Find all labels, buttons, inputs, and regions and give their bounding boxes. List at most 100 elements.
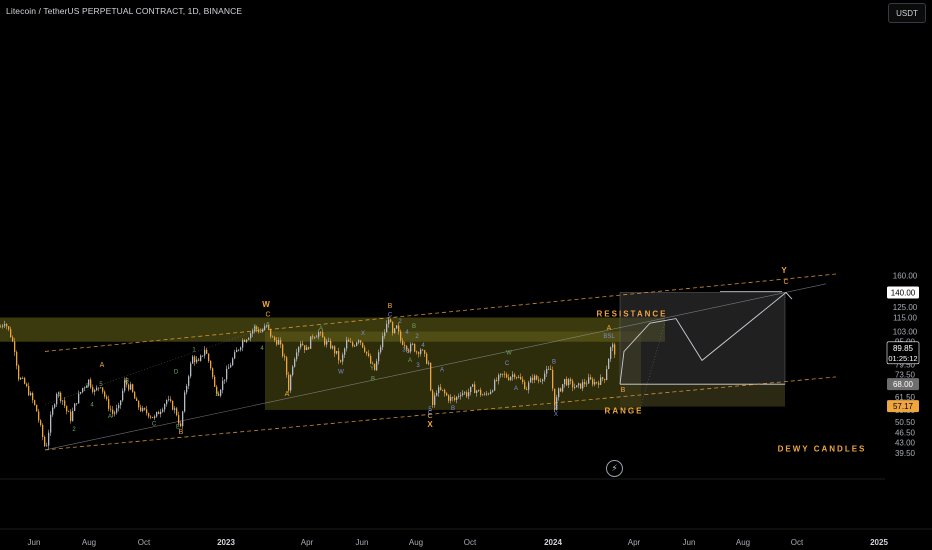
- candle-body: [26, 383, 28, 387]
- candle-body: [544, 373, 546, 380]
- candle-body: [390, 319, 392, 323]
- candle-body: [132, 384, 134, 393]
- price-axis[interactable]: 160.00125.00115.00103.0095.0079.5073.506…: [893, 272, 918, 459]
- currency-button[interactable]: USDT: [888, 3, 926, 23]
- channel-lower-line: [44, 376, 837, 451]
- time-axis[interactable]: Jun Aug Oct 2023 Apr Jun Aug Oct 2024 Apr Jun Aug Oc…: [28, 538, 889, 547]
- candle-body: [218, 393, 220, 396]
- candle-body: [118, 405, 120, 409]
- candle-body: [236, 350, 238, 353]
- candle-body: [460, 394, 462, 397]
- y-tick-label: 160.00: [893, 272, 918, 281]
- candle-body: [124, 380, 126, 391]
- candle-body: [372, 363, 374, 365]
- candle-body: [168, 399, 170, 401]
- candle-body: [494, 380, 496, 391]
- wave-label: 1: [192, 347, 196, 353]
- candle-body: [320, 332, 322, 334]
- wave-label: 1: [57, 392, 61, 398]
- candle-body: [174, 408, 176, 410]
- candle-body: [612, 344, 614, 348]
- candle-body: [346, 339, 348, 349]
- wave-label: C: [152, 422, 157, 428]
- candle-body: [540, 380, 542, 382]
- candle-body: [608, 358, 610, 370]
- wave-label: B: [412, 324, 416, 330]
- candle-body: [430, 362, 432, 391]
- wave-label: 2: [72, 427, 76, 433]
- candle-body: [338, 350, 340, 361]
- candle-body: [180, 423, 182, 427]
- candle-body: [406, 345, 408, 350]
- candle-body: [446, 393, 448, 396]
- candle-body: [176, 408, 178, 416]
- wave-label: C: [505, 361, 510, 367]
- candle-body: [328, 340, 330, 342]
- candle-body: [16, 352, 18, 366]
- candle-body: [30, 392, 32, 396]
- candle-body: [490, 391, 492, 394]
- candle-body: [348, 339, 350, 342]
- candle-body: [454, 397, 456, 401]
- zone-box: [620, 384, 785, 407]
- candle-body: [588, 377, 590, 384]
- candle-body: [52, 407, 54, 415]
- lightning-icon[interactable]: ⚡: [606, 460, 623, 477]
- candle-body: [596, 381, 598, 383]
- candle-body: [242, 340, 244, 348]
- candle-body: [216, 386, 218, 394]
- candle-body: [202, 355, 204, 357]
- candle-body: [470, 386, 472, 393]
- wave-label: 3: [402, 347, 406, 353]
- candle-body: [610, 347, 612, 359]
- wave-guide-line: [639, 321, 666, 409]
- candle-body: [32, 392, 34, 401]
- candle-body: [74, 403, 76, 411]
- candle-body: [550, 368, 552, 370]
- wave-label: 5: [266, 323, 270, 329]
- candle-body: [86, 385, 88, 388]
- wave-label: 5: [99, 382, 103, 388]
- y-tick-label: 50.50: [895, 418, 916, 427]
- candle-body: [182, 411, 184, 427]
- candle-body: [254, 326, 256, 331]
- candle-body: [222, 380, 224, 391]
- candle-body: [300, 343, 302, 348]
- grid-lines: [0, 478, 932, 530]
- annotation-text: RESISTANCE: [597, 309, 668, 318]
- candle-body: [28, 386, 30, 396]
- candle-body: [366, 351, 368, 354]
- candle-body: [68, 411, 70, 413]
- candle-body: [140, 407, 142, 411]
- candle-body: [482, 394, 484, 396]
- price-badge-value: 140.00: [891, 289, 916, 298]
- candle-body: [230, 364, 232, 368]
- candle-body: [238, 349, 240, 351]
- candle-body: [598, 382, 600, 385]
- price-badge-value: 89.85: [893, 344, 914, 353]
- candle-body: [224, 379, 226, 381]
- wave-label: W: [262, 300, 270, 309]
- wave-label: 2: [415, 334, 419, 340]
- price-badge-value: 68.00: [893, 380, 914, 389]
- y-tick-label: 39.50: [895, 449, 916, 458]
- wave-label: A: [285, 391, 290, 398]
- candle-body: [374, 363, 376, 371]
- candle-body: [294, 359, 296, 367]
- x-tick-label: Oct: [791, 538, 804, 547]
- wave-label: 4: [260, 346, 264, 352]
- candle-body: [284, 356, 286, 358]
- candle-body: [44, 437, 46, 446]
- wave-label: D: [174, 369, 179, 375]
- candle-body: [38, 411, 40, 421]
- y-tick-label: 61.50: [895, 393, 916, 402]
- candle-body: [154, 416, 156, 418]
- x-tick-label: 2024: [544, 538, 562, 547]
- candle-body: [572, 381, 574, 388]
- candle-body: [316, 336, 318, 338]
- candle-body: [250, 333, 252, 339]
- x-tick-label: Apr: [628, 538, 641, 547]
- candle-body: [76, 403, 78, 405]
- candle-body: [560, 388, 562, 392]
